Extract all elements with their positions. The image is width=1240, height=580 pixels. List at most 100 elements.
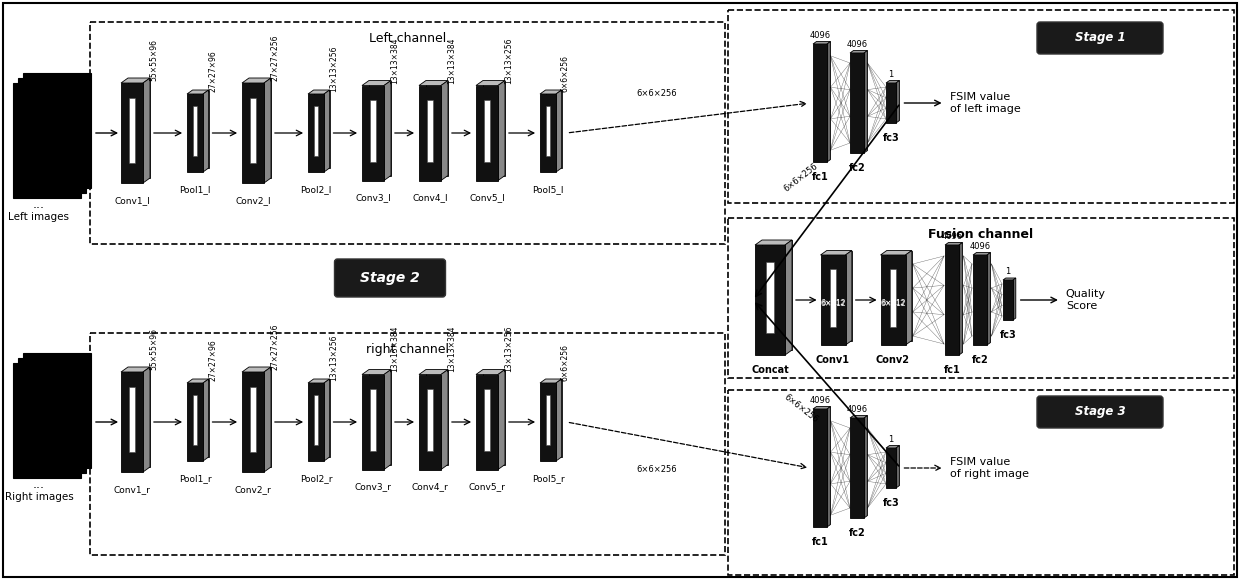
Text: 27×27×256: 27×27×256 bbox=[270, 34, 279, 81]
Polygon shape bbox=[203, 90, 208, 172]
Polygon shape bbox=[314, 90, 330, 168]
Text: Stage 1: Stage 1 bbox=[1075, 31, 1126, 45]
Text: Conv5_r: Conv5_r bbox=[469, 483, 506, 491]
Polygon shape bbox=[945, 242, 962, 245]
Text: 1: 1 bbox=[1006, 267, 1011, 276]
Polygon shape bbox=[897, 445, 899, 488]
Text: fc2: fc2 bbox=[848, 163, 866, 173]
Polygon shape bbox=[427, 369, 448, 465]
Text: Conv1_r: Conv1_r bbox=[114, 485, 150, 494]
Polygon shape bbox=[476, 375, 498, 469]
Text: 27×27×256: 27×27×256 bbox=[270, 324, 279, 370]
Text: Right images: Right images bbox=[5, 491, 73, 502]
Polygon shape bbox=[498, 81, 505, 180]
Polygon shape bbox=[539, 379, 562, 383]
Text: Stage 2: Stage 2 bbox=[360, 271, 420, 285]
Polygon shape bbox=[242, 83, 264, 183]
Polygon shape bbox=[129, 387, 135, 452]
Polygon shape bbox=[849, 50, 868, 53]
Text: Conv1: Conv1 bbox=[816, 355, 849, 365]
Polygon shape bbox=[987, 252, 991, 345]
Text: 13×13×384: 13×13×384 bbox=[446, 37, 456, 84]
Text: Fusion channel: Fusion channel bbox=[929, 228, 1034, 241]
Polygon shape bbox=[887, 448, 897, 488]
Polygon shape bbox=[849, 415, 868, 418]
Text: Conv4_r: Conv4_r bbox=[412, 483, 449, 491]
Text: Quality
Score: Quality Score bbox=[1066, 289, 1106, 311]
Polygon shape bbox=[427, 389, 433, 451]
Polygon shape bbox=[846, 251, 852, 345]
Polygon shape bbox=[242, 372, 264, 472]
Polygon shape bbox=[484, 81, 505, 176]
Polygon shape bbox=[24, 353, 91, 467]
Polygon shape bbox=[362, 369, 391, 375]
Polygon shape bbox=[122, 367, 150, 372]
Polygon shape bbox=[1003, 280, 1013, 320]
Polygon shape bbox=[821, 251, 852, 255]
Text: 4096: 4096 bbox=[847, 405, 868, 414]
Text: Conv5_l: Conv5_l bbox=[469, 194, 505, 202]
Polygon shape bbox=[887, 81, 899, 83]
Polygon shape bbox=[419, 375, 441, 469]
Polygon shape bbox=[441, 369, 448, 469]
Polygon shape bbox=[887, 445, 899, 448]
Polygon shape bbox=[419, 85, 441, 180]
Text: 13×13×256: 13×13×256 bbox=[329, 335, 339, 381]
Text: 13×13×384: 13×13×384 bbox=[391, 326, 399, 372]
Text: fc3: fc3 bbox=[883, 498, 899, 508]
Polygon shape bbox=[314, 395, 319, 445]
Polygon shape bbox=[370, 369, 391, 465]
Polygon shape bbox=[498, 369, 505, 469]
Text: 6×512: 6×512 bbox=[882, 300, 905, 306]
Polygon shape bbox=[827, 42, 831, 162]
Polygon shape bbox=[821, 255, 846, 345]
Text: 6×6×256: 6×6×256 bbox=[560, 344, 570, 381]
Polygon shape bbox=[264, 367, 272, 472]
Polygon shape bbox=[880, 251, 911, 255]
Polygon shape bbox=[546, 90, 562, 168]
Text: Pool2_r: Pool2_r bbox=[300, 474, 332, 483]
Text: Pool5_l: Pool5_l bbox=[532, 185, 564, 194]
Polygon shape bbox=[539, 383, 556, 461]
Polygon shape bbox=[128, 367, 150, 467]
Polygon shape bbox=[880, 255, 905, 345]
Polygon shape bbox=[539, 94, 556, 172]
Polygon shape bbox=[143, 78, 150, 183]
Text: Left channel: Left channel bbox=[368, 32, 446, 45]
Polygon shape bbox=[187, 379, 208, 383]
Text: 6×512: 6×512 bbox=[880, 299, 905, 307]
Text: 27×27×96: 27×27×96 bbox=[208, 50, 217, 92]
Text: 1: 1 bbox=[888, 70, 894, 79]
Text: Conv1_l: Conv1_l bbox=[114, 196, 150, 205]
Polygon shape bbox=[324, 379, 330, 461]
Text: 13×13×384: 13×13×384 bbox=[391, 37, 399, 84]
Polygon shape bbox=[249, 387, 257, 452]
Text: Conv3_l: Conv3_l bbox=[355, 194, 391, 202]
Polygon shape bbox=[187, 94, 203, 172]
Text: 4096: 4096 bbox=[810, 31, 831, 40]
Polygon shape bbox=[370, 81, 391, 176]
Polygon shape bbox=[192, 379, 208, 457]
Polygon shape bbox=[476, 81, 505, 85]
Polygon shape bbox=[546, 379, 562, 457]
Polygon shape bbox=[192, 395, 197, 445]
Polygon shape bbox=[314, 379, 330, 457]
Polygon shape bbox=[556, 379, 562, 461]
Text: 13×13×256: 13×13×256 bbox=[329, 45, 339, 92]
Text: 13×13×256: 13×13×256 bbox=[503, 326, 513, 372]
Text: fc3: fc3 bbox=[883, 133, 899, 143]
Polygon shape bbox=[370, 389, 376, 451]
Text: 4096: 4096 bbox=[970, 242, 991, 251]
Text: 4096: 4096 bbox=[810, 396, 831, 405]
Polygon shape bbox=[12, 362, 81, 477]
Polygon shape bbox=[128, 78, 150, 178]
Polygon shape bbox=[827, 407, 831, 527]
Polygon shape bbox=[887, 83, 897, 123]
Polygon shape bbox=[556, 90, 562, 172]
FancyBboxPatch shape bbox=[335, 259, 445, 297]
Polygon shape bbox=[441, 81, 448, 180]
Text: 6×6×256: 6×6×256 bbox=[636, 466, 677, 474]
Polygon shape bbox=[187, 90, 208, 94]
Text: 6×6×256: 6×6×256 bbox=[560, 55, 570, 92]
Text: 13×13×384: 13×13×384 bbox=[446, 326, 456, 372]
